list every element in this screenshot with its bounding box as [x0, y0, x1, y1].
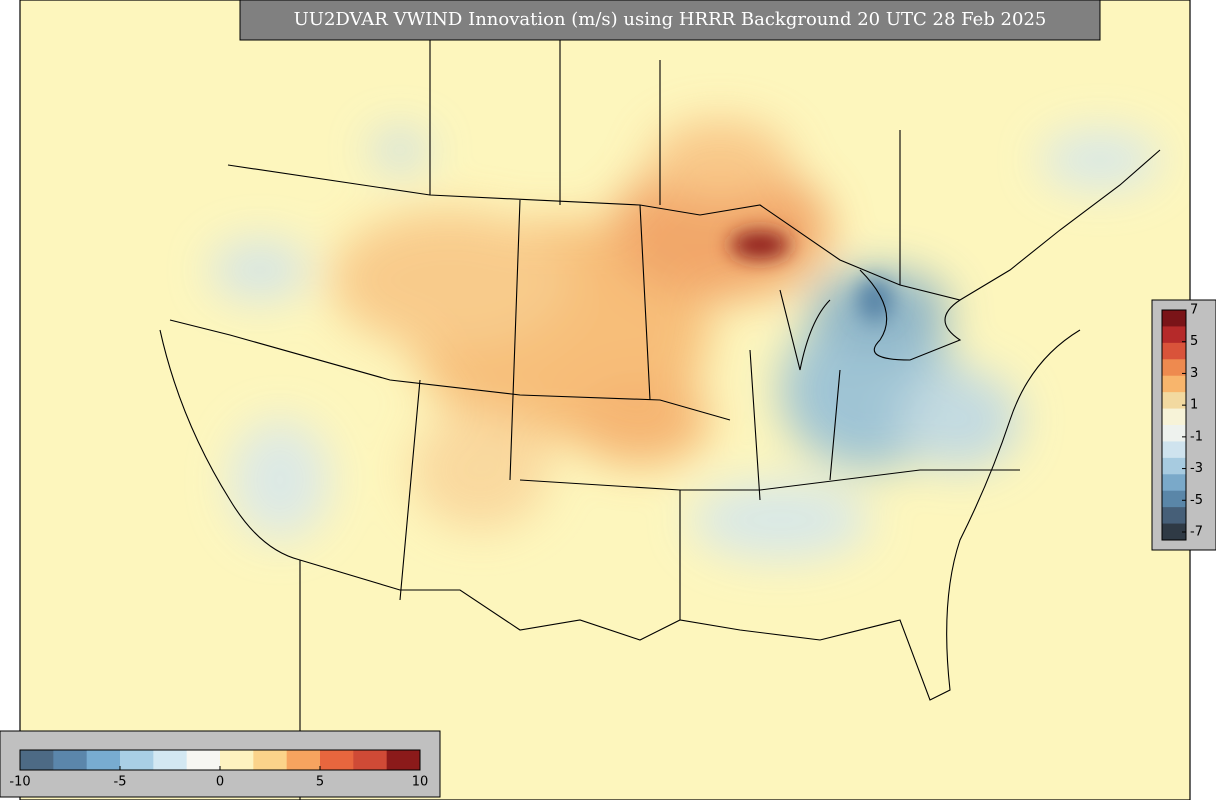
colorbar-segment: [1162, 507, 1186, 525]
colorbar-segment: [386, 750, 421, 770]
colorbar-segment: [20, 750, 54, 770]
colorbar-segment: [86, 750, 121, 770]
colorbar-segment: [353, 750, 388, 770]
innovation-peaks: [730, 231, 893, 322]
colorbar-bottom: -10 -5 0 5 10: [9, 749, 429, 790]
tick-label: 0: [216, 775, 224, 790]
tick-label: -1: [1190, 429, 1203, 444]
colorbar-segment: [1162, 326, 1186, 344]
colorbar-segment: [1162, 425, 1186, 442]
colorbar-segment: [1162, 457, 1186, 475]
colorbar-segment: [1162, 375, 1186, 393]
colorbar-segment: [320, 750, 354, 770]
colorbar-segment: [120, 750, 154, 770]
colorbar-segment: [186, 750, 221, 770]
tick-label: 7: [1190, 303, 1198, 318]
tick-label: -10: [9, 775, 30, 790]
colorbar-segment: [1162, 408, 1186, 426]
colorbar-segment: [286, 750, 321, 770]
title: UU2DVAR VWIND Innovation (m/s) using HRR…: [294, 9, 1047, 30]
colorbar-segment: [1162, 474, 1186, 492]
colorbar-outline: [1161, 309, 1187, 541]
colorbar-segment: [253, 750, 288, 770]
colorbar-segment: [1162, 359, 1186, 377]
tick-label: -5: [1190, 493, 1203, 508]
colorbar-right: 7 5 3 1 -1 -3 -5 -7: [1161, 303, 1203, 541]
colorbar-segment: [153, 750, 188, 770]
colorbar-segment: [1162, 441, 1186, 459]
tick-label: 1: [1190, 398, 1198, 413]
title-box: [239, 0, 1101, 41]
boundaries: [159, 0, 1161, 800]
colorbar-segment: [1162, 392, 1186, 410]
colorbar-segment: [1162, 342, 1186, 360]
colorbar-segment: [1162, 490, 1186, 508]
colorbar-segment: [1162, 523, 1186, 541]
tick-label: -5: [114, 775, 127, 790]
innovation-field: [210, 120, 1160, 560]
tick-label: 5: [316, 775, 324, 790]
tick-label: 5: [1190, 334, 1198, 349]
colorbar-segment: [220, 750, 254, 770]
tick-label: 10: [412, 775, 429, 790]
tick-label: -3: [1190, 461, 1203, 476]
tick-label: -7: [1190, 525, 1203, 540]
colorbar-segment: [1162, 310, 1186, 327]
map-area: [20, 0, 1190, 800]
colorbar-segment: [53, 750, 88, 770]
tick-label: 3: [1190, 366, 1198, 381]
